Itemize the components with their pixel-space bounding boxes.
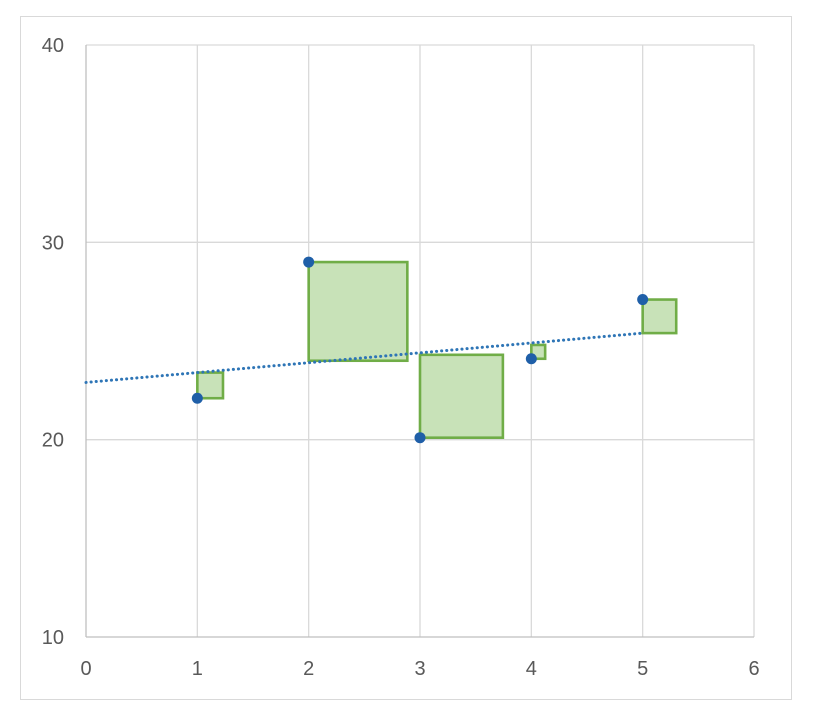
trendline <box>84 331 645 384</box>
y-tick-label: 40 <box>42 35 64 57</box>
data-points <box>191 256 649 444</box>
tick-labels: 0 1 2 3 4 5 6 10 20 30 40 <box>42 35 760 680</box>
x-tick-label: 0 <box>80 658 91 680</box>
gridlines <box>86 44 755 637</box>
x-tick-label: 2 <box>303 658 314 680</box>
residual-square <box>641 298 678 335</box>
residual-square <box>307 260 409 363</box>
y-tick-label: 10 <box>42 627 64 649</box>
data-point <box>191 392 203 404</box>
residual-square <box>418 353 505 439</box>
residual-squares <box>196 260 678 439</box>
residual-square <box>196 371 225 400</box>
y-tick-label: 20 <box>42 430 64 452</box>
x-tick-label: 6 <box>748 658 759 680</box>
x-tick-label: 1 <box>192 658 203 680</box>
y-tick-label: 30 <box>42 232 64 254</box>
x-tick-label: 3 <box>414 658 425 680</box>
data-point <box>303 256 315 268</box>
data-point <box>637 294 649 306</box>
trendline-line <box>84 331 645 384</box>
x-tick-label: 4 <box>526 658 537 680</box>
axes <box>85 45 754 638</box>
data-point <box>525 353 537 365</box>
data-point <box>414 432 426 444</box>
x-tick-label: 5 <box>637 658 648 680</box>
